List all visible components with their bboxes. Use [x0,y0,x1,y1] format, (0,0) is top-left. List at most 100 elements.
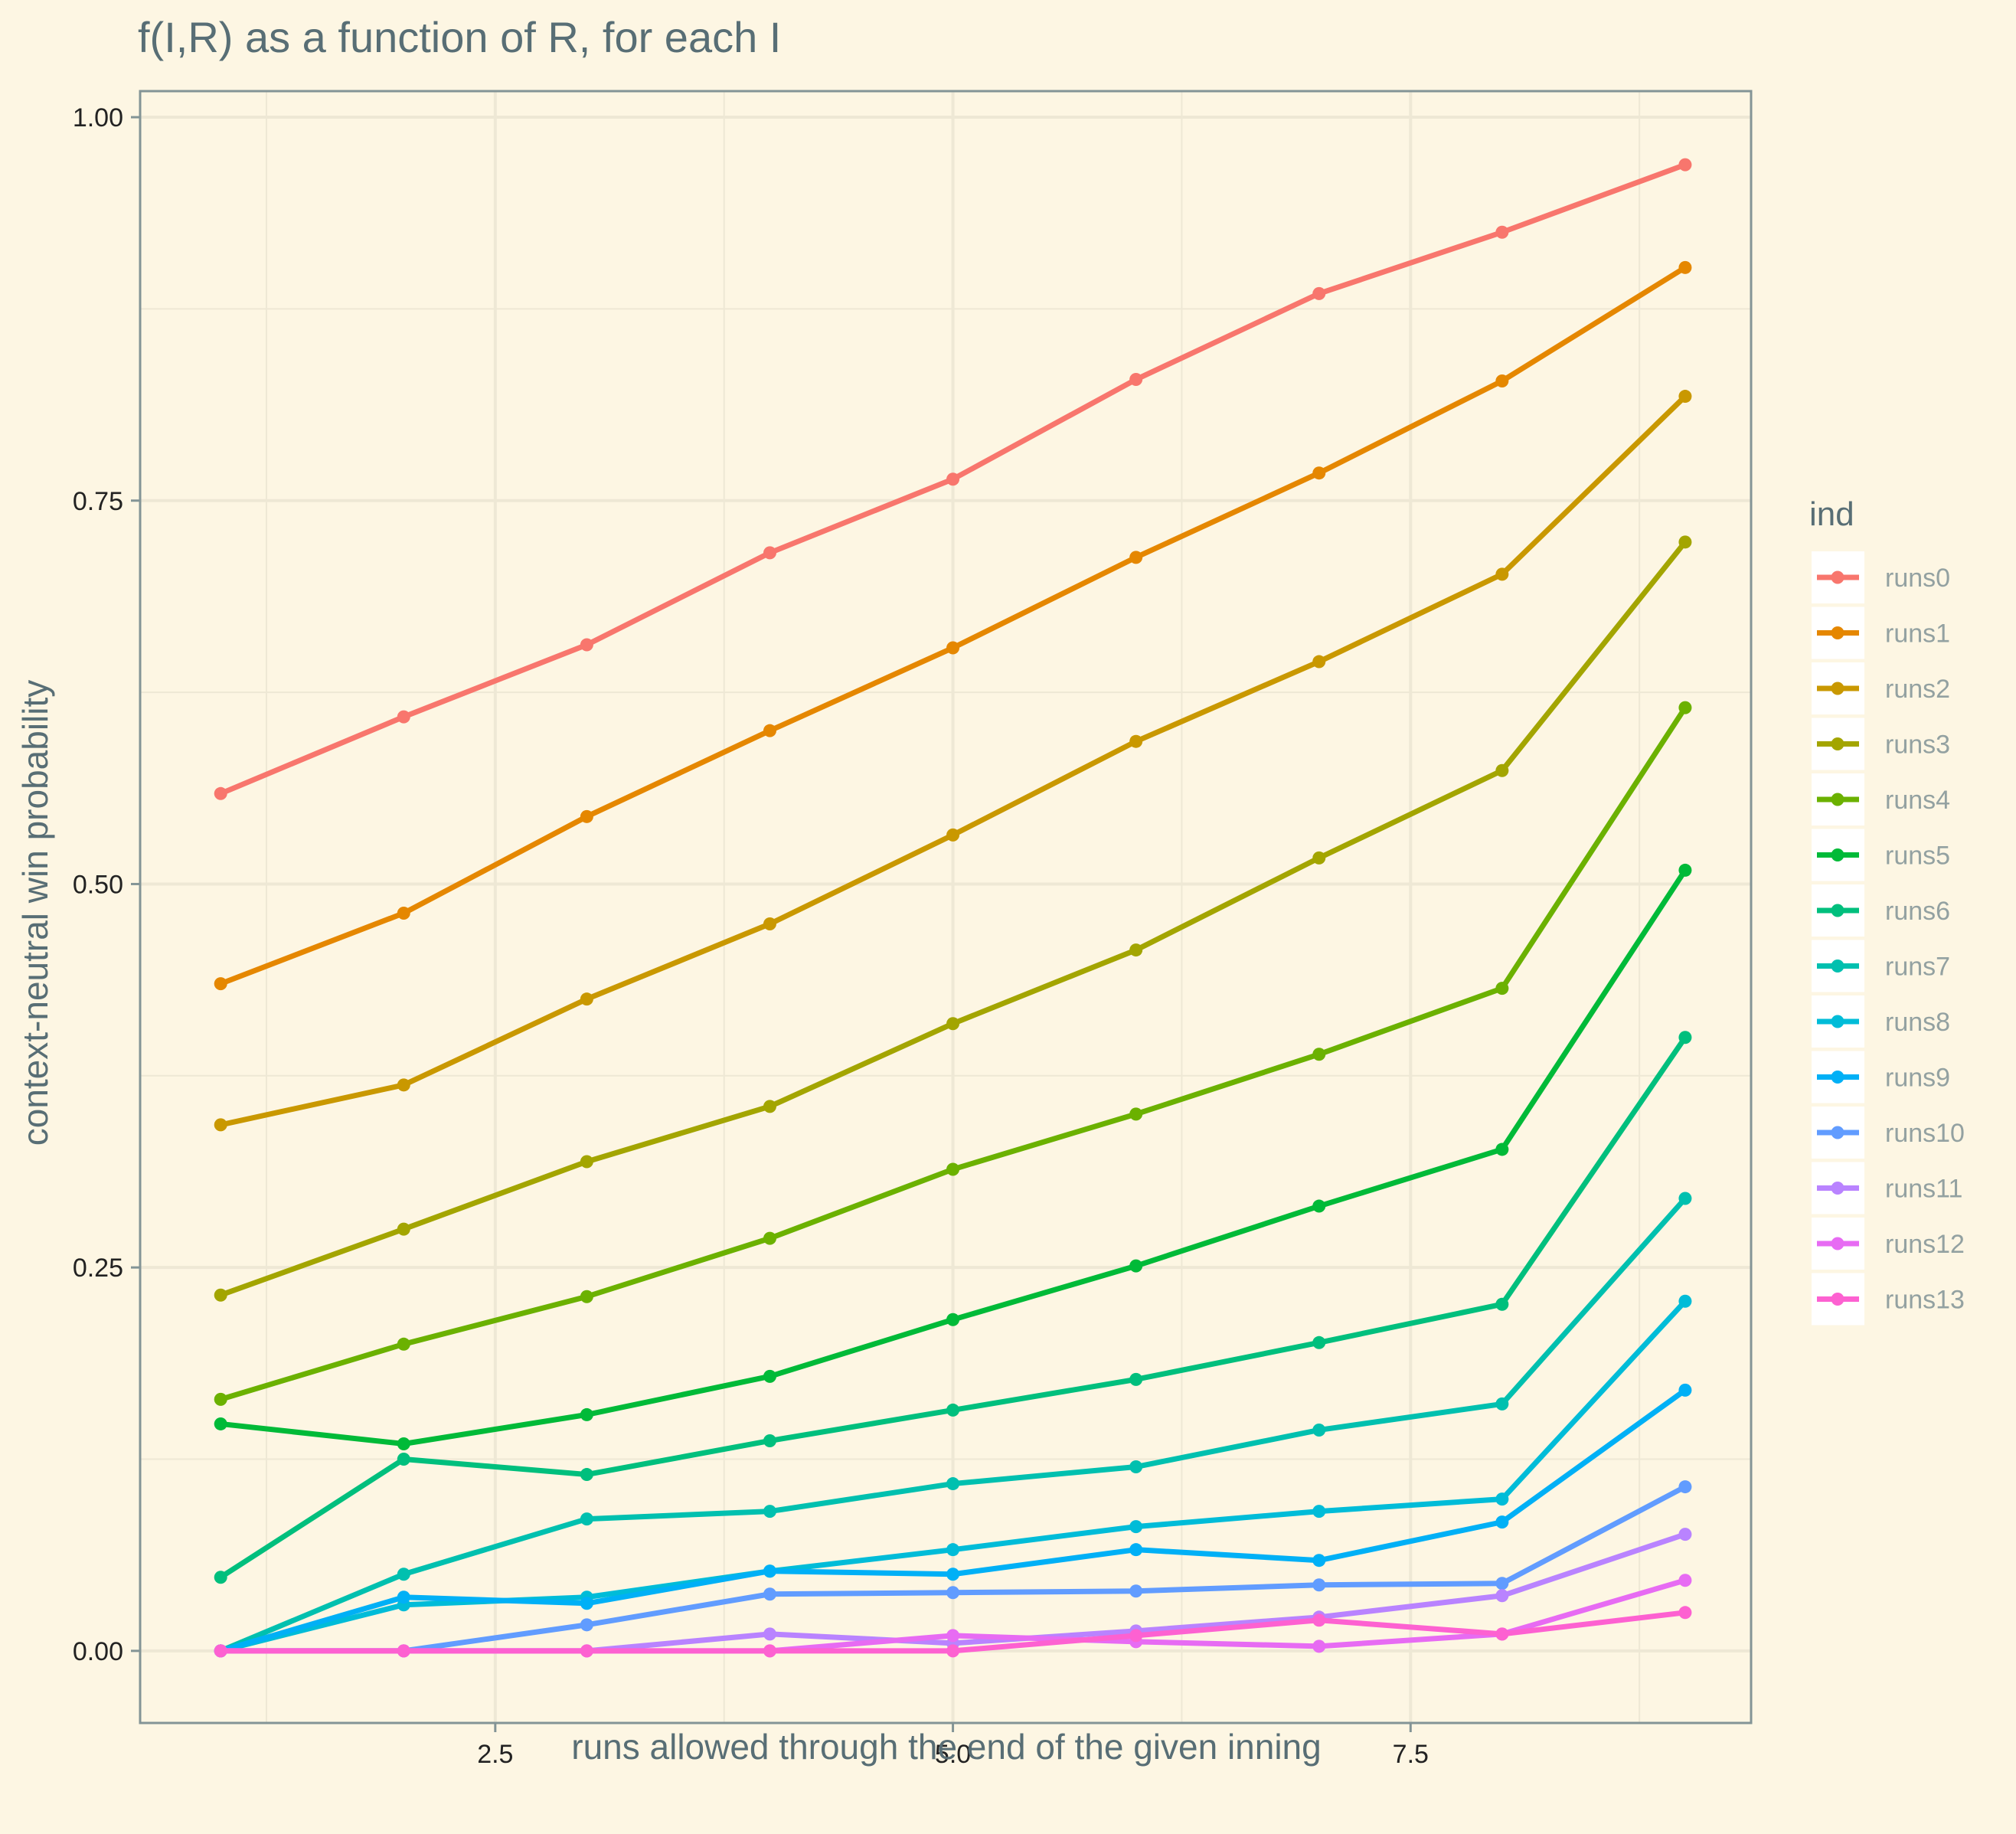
point-runs2-8 [1495,567,1509,581]
point-runs1-6 [1129,551,1143,564]
point-runs5-5 [946,1313,960,1326]
point-runs7-4 [763,1505,776,1519]
series-runs2 [214,390,1692,1132]
legend-key-point [1831,1182,1844,1195]
point-runs5-3 [580,1407,593,1421]
point-runs1-8 [1495,374,1509,388]
point-runs12-9 [1678,1574,1692,1587]
legend-item-runs10: runs10 [1812,1107,1965,1159]
point-runs13-7 [1312,1613,1326,1627]
point-runs9-2 [397,1590,410,1604]
legend-item-runs0: runs0 [1812,551,1950,603]
point-runs6-7 [1312,1335,1326,1349]
series-runs5 [214,863,1692,1450]
legend-key-point [1831,1237,1844,1250]
legend-label: runs1 [1885,620,1950,649]
legend-key-point [1831,793,1844,806]
point-runs7-7 [1312,1423,1326,1437]
legend-key-point [1831,1015,1844,1028]
point-runs10-6 [1129,1584,1143,1598]
point-runs1-5 [946,641,960,655]
point-runs13-5 [946,1644,960,1658]
point-runs13-4 [763,1644,776,1658]
point-runs3-8 [1495,763,1509,777]
legend-item-runs3: runs3 [1812,718,1950,770]
series-runs6 [214,1031,1692,1584]
legend-item-runs1: runs1 [1812,606,1950,659]
point-runs2-2 [397,1078,410,1092]
point-runs8-9 [1678,1294,1692,1308]
y-tick-label-2: 0.50 [73,870,123,899]
point-runs0-2 [397,710,410,724]
legend-item-runs8: runs8 [1812,995,1950,1048]
point-runs7-3 [580,1512,593,1526]
point-runs0-1 [214,786,227,800]
point-runs9-5 [946,1568,960,1581]
legend-item-runs7: runs7 [1812,940,1950,992]
legend-label: runs0 [1885,564,1950,593]
point-runs0-8 [1495,225,1509,239]
point-runs9-3 [580,1597,593,1610]
series-layer [214,158,1692,1658]
point-runs1-1 [214,977,227,991]
point-runs6-9 [1678,1031,1692,1044]
point-runs8-5 [946,1543,960,1557]
point-runs9-4 [763,1564,776,1578]
point-runs5-7 [1312,1199,1326,1213]
legend-item-runs5: runs5 [1812,829,1950,881]
point-runs5-9 [1678,863,1692,877]
point-runs10-9 [1678,1480,1692,1494]
point-runs3-2 [397,1222,410,1236]
point-runs6-2 [397,1453,410,1466]
point-runs8-6 [1129,1520,1143,1534]
y-axis-title: context-neutral win probability [15,680,55,1146]
legend-key-point [1831,682,1844,695]
series-runs13 [214,1606,1692,1658]
point-runs0-3 [580,638,593,652]
point-runs4-9 [1678,701,1692,714]
point-runs0-7 [1312,286,1326,300]
point-runs6-1 [214,1571,227,1584]
legend-item-runs11: runs11 [1812,1162,1962,1214]
point-runs7-8 [1495,1397,1509,1411]
point-runs4-2 [397,1337,410,1351]
point-runs8-8 [1495,1492,1509,1506]
legend-label: runs13 [1885,1286,1965,1315]
y-tick-label-4: 1.00 [73,103,123,132]
point-runs4-1 [214,1392,227,1406]
legend-key-point [1831,1126,1844,1139]
point-runs4-6 [1129,1107,1143,1121]
legend-item-runs6: runs6 [1812,884,1950,937]
legend-label: runs5 [1885,842,1950,871]
point-runs1-4 [763,724,776,737]
x-tick-label-1: 5.0 [935,1740,971,1769]
legend-label: runs11 [1885,1175,1962,1204]
point-runs0-5 [946,472,960,486]
point-runs1-3 [580,809,593,823]
y-tick-label-3: 0.75 [73,487,123,516]
point-runs13-6 [1129,1629,1143,1643]
point-runs5-2 [397,1437,410,1450]
point-runs9-6 [1129,1543,1143,1557]
point-runs4-8 [1495,982,1509,995]
point-runs3-1 [214,1288,227,1302]
legend: ind runs0 runs1 runs2 runs3 runs4 runs5 runs6 r… [1809,495,1965,1326]
legend-title: ind [1809,495,1854,533]
point-runs6-4 [763,1434,776,1447]
x-tick-label-0: 2.5 [477,1740,513,1769]
point-runs11-8 [1495,1589,1509,1603]
point-runs2-4 [763,917,776,931]
point-runs7-6 [1129,1460,1143,1474]
legend-label: runs12 [1885,1230,1965,1259]
legend-key-point [1831,904,1844,917]
legend-key-point [1831,848,1844,861]
point-runs3-5 [946,1017,960,1031]
legend-label: runs3 [1885,731,1950,760]
axes [131,90,1753,1732]
point-runs5-6 [1129,1259,1143,1273]
point-runs7-5 [946,1477,960,1491]
legend-item-runs9: runs9 [1812,1051,1950,1103]
x-axis-title: runs allowed through the end of the give… [571,1727,1321,1767]
